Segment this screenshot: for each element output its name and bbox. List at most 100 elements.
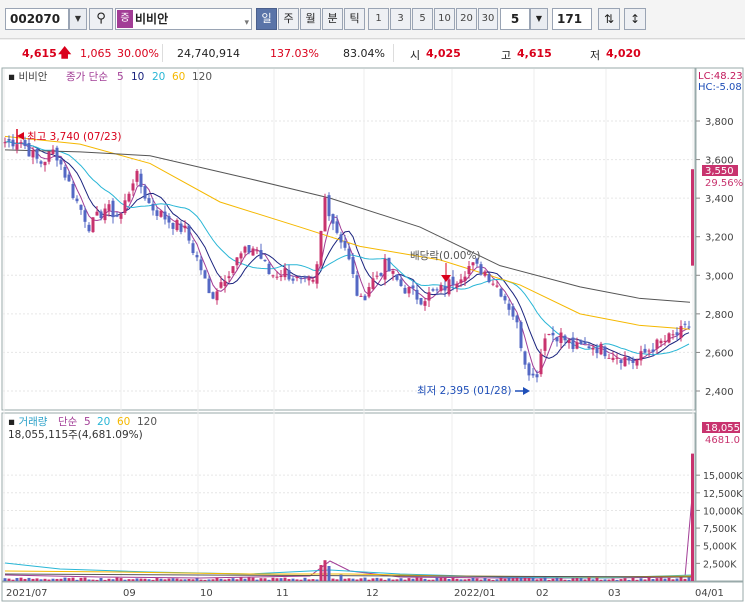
unit-button-30[interactable]: 30 <box>478 8 498 30</box>
volume-bar <box>543 577 547 581</box>
candle-body <box>167 216 171 223</box>
unit-button-1[interactable]: 1 <box>368 8 389 30</box>
ma-legend-60: 60 <box>172 71 185 83</box>
candle-body <box>603 346 607 357</box>
name-dropdown-icon[interactable]: ▾ <box>244 18 249 28</box>
candle-body <box>523 351 527 365</box>
candle-body <box>667 333 671 343</box>
tab-period-week[interactable]: 주 <box>278 8 299 30</box>
tab-period-minute[interactable]: 분 <box>322 8 343 30</box>
up-arrow-icon: 🡅 <box>58 46 72 61</box>
candle-body <box>319 230 323 266</box>
candle-body <box>683 323 687 325</box>
volume-bar <box>239 577 243 581</box>
candle-body <box>527 363 531 376</box>
volume-bar <box>427 579 431 581</box>
volume-bar <box>27 577 31 581</box>
volume-bar <box>363 577 367 581</box>
scale-toggle-button[interactable]: ↕ <box>624 8 646 30</box>
volume-bar <box>255 579 259 581</box>
interval-dropdown-icon[interactable]: ▼ <box>530 8 548 30</box>
candle-body <box>255 250 259 252</box>
volume-bar <box>155 578 159 581</box>
volume-bar <box>251 577 255 581</box>
volume-bar <box>107 578 111 581</box>
date-axis-tick: 04/01 <box>695 588 724 599</box>
chart-area[interactable]: 3,800 3,600 3,400 3,200 3,000 2,800 2,600 2,400… <box>0 66 745 602</box>
volume-bar <box>555 577 559 581</box>
volume-bar <box>55 578 59 581</box>
candle-body <box>379 273 383 276</box>
volume-bar <box>379 578 383 581</box>
candle-body <box>127 193 131 202</box>
volume-bar <box>595 577 599 581</box>
volume-bar <box>127 579 131 581</box>
candle-settings-button[interactable]: ⇅ <box>598 8 620 30</box>
current-volume-tag: 18,055 <box>705 423 740 434</box>
tab-period-day[interactable]: 일 <box>256 8 277 30</box>
volume-bar <box>163 579 167 581</box>
price-axis-tick: 3,200 <box>705 233 734 244</box>
candle-body <box>259 250 263 259</box>
volume-bar <box>119 578 123 581</box>
candle-body <box>639 351 643 361</box>
volume-bar <box>115 577 119 581</box>
candle-body <box>419 298 423 305</box>
high-price: 4,615 <box>517 47 552 60</box>
volume-bar <box>91 579 95 581</box>
stock-name-field[interactable]: 증 비비안 ▾ <box>115 8 252 30</box>
search-button[interactable]: ⚲ <box>89 8 113 30</box>
candle-body <box>47 151 51 162</box>
volume-bar <box>395 579 399 581</box>
chart-canvas[interactable]: 3,800 3,600 3,400 3,200 3,000 2,800 2,600 2,400… <box>0 66 745 602</box>
volume-bar <box>183 579 187 581</box>
volume-bar <box>123 579 127 581</box>
price-axis-tick: 3,600 <box>705 156 734 167</box>
candle-body <box>115 214 119 217</box>
vma-legend-60: 60 <box>117 416 130 428</box>
tab-period-month[interactable]: 월 <box>300 8 321 30</box>
tab-period-tick[interactable]: 틱 <box>344 8 365 30</box>
candle-body <box>491 283 495 285</box>
candle-body <box>423 301 427 306</box>
unit-button-20[interactable]: 20 <box>456 8 477 30</box>
candle-body <box>475 258 479 264</box>
unit-button-3[interactable]: 3 <box>390 8 411 30</box>
candle-body <box>539 353 543 375</box>
unit-button-10[interactable]: 10 <box>434 8 455 30</box>
candle-body <box>163 211 167 220</box>
vma-legend-5: 5 <box>84 416 91 428</box>
candle-body <box>443 286 447 291</box>
dividend-annotation: 배당락(0.00%) <box>410 250 481 282</box>
candle-body <box>315 264 319 284</box>
volume-axis-tick: 12,500K <box>703 489 743 500</box>
volume-bar <box>539 578 543 581</box>
candle-body <box>587 346 591 349</box>
interval-input[interactable]: 5 <box>500 8 530 30</box>
stock-code-input[interactable]: 002070 <box>5 8 69 30</box>
volume-bar <box>531 578 535 581</box>
volume-bar <box>335 579 339 581</box>
candle-body <box>371 278 375 290</box>
unit-button-5[interactable]: 5 <box>412 8 433 30</box>
candle-body <box>455 283 459 288</box>
candle-body <box>207 278 211 294</box>
code-dropdown-icon[interactable]: ▼ <box>69 8 87 30</box>
volume-bar <box>499 577 503 581</box>
candle-body <box>111 200 115 218</box>
candle-body <box>107 204 111 211</box>
volume-bar <box>647 577 651 581</box>
candle-body <box>451 276 455 286</box>
ma-line-5 <box>4 140 690 374</box>
candle-body <box>575 342 579 349</box>
volume-bar <box>603 579 607 581</box>
volume-bar <box>571 578 575 581</box>
date-axis-tick: 03 <box>608 588 621 599</box>
vma-legend-120: 120 <box>137 416 157 428</box>
range-count-input[interactable]: 171 <box>552 8 592 30</box>
candle-body <box>331 214 335 224</box>
candle-body <box>87 224 91 232</box>
candle-body <box>183 225 187 229</box>
volume-bar <box>135 578 139 581</box>
candle-body <box>151 203 155 211</box>
